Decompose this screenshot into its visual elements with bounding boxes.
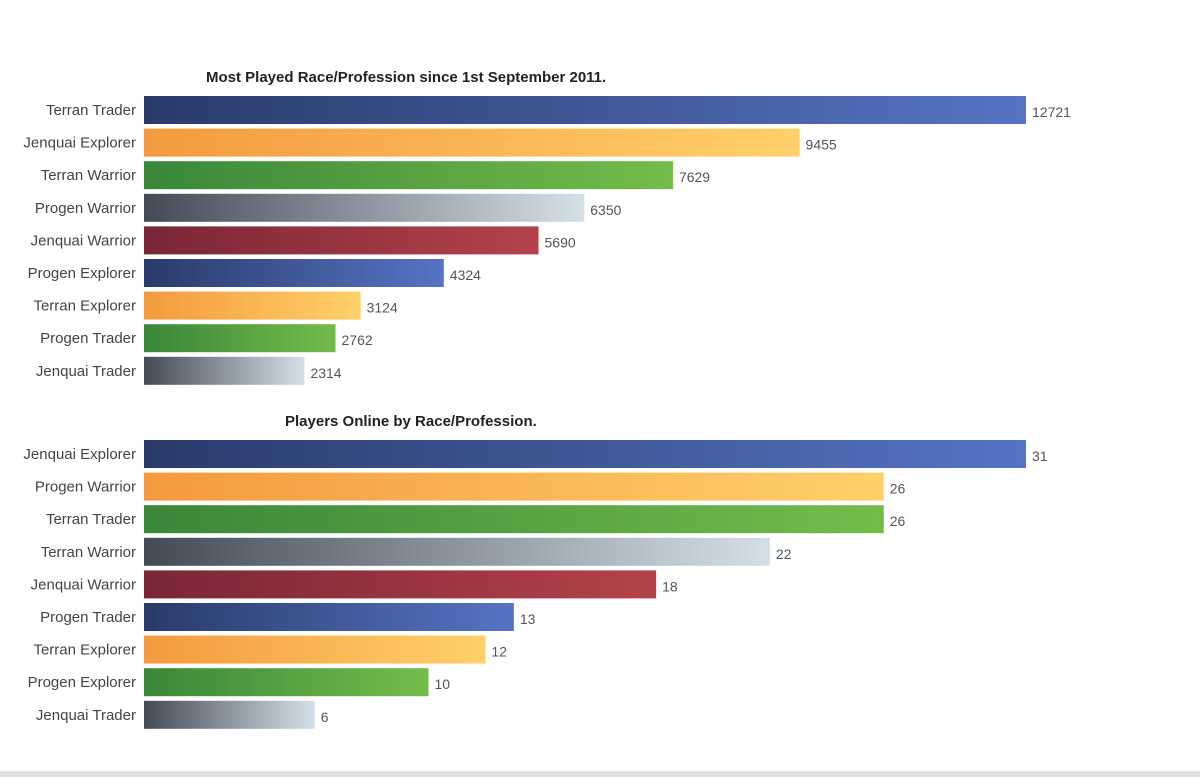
value-label: 31 [1032,448,1048,464]
bar [144,161,673,190]
chart-1-most-played: Terran Trader 12721 Jenquai Explorer 9455 Te… [23,96,1071,385]
category-label: Jenquai Warrior [31,576,136,593]
chart-1-title: Most Played Race/Profession since 1st Se… [206,69,606,86]
value-label: 26 [890,481,906,497]
value-label: 12 [491,644,507,660]
bar [144,324,336,353]
bar [144,96,1026,124]
category-label: Jenquai Warrior [31,232,136,249]
chart-2-title: Players Online by Race/Profession. [285,413,537,430]
category-label: Terran Warrior [41,544,136,561]
bar [144,259,444,287]
category-label: Terran Trader [46,511,136,528]
bar [144,668,429,697]
value-label: 6350 [590,202,621,218]
value-label: 2314 [310,365,341,381]
category-label: Terran Trader [46,102,136,119]
category-label: Jenquai Explorer [23,446,136,463]
category-label: Progen Trader [40,330,136,347]
bar [144,440,1026,468]
value-label: 13 [520,611,536,627]
bar [144,291,361,320]
value-label: 3124 [367,300,398,316]
value-label: 4324 [450,267,481,283]
bar [144,505,884,534]
value-label: 22 [776,546,792,562]
bar [144,226,539,255]
page-edge [0,771,1200,777]
category-label: Progen Explorer [28,674,136,691]
value-label: 9455 [806,137,837,153]
value-label: 5690 [545,234,576,250]
category-label: Progen Warrior [35,200,136,217]
value-label: 7629 [679,169,710,185]
bar [144,537,770,566]
bar [144,472,884,501]
category-label: Progen Explorer [28,265,136,282]
value-label: 2762 [342,332,373,348]
category-label: Progen Warrior [35,479,136,496]
bar [144,128,800,157]
value-label: 6 [321,709,329,725]
category-label: Progen Trader [40,609,136,626]
value-label: 12721 [1032,104,1071,120]
bar [144,193,585,222]
bar [144,603,514,631]
value-label: 18 [662,578,678,594]
value-label: 26 [890,513,906,529]
bar [144,570,657,599]
category-label: Terran Warrior [41,167,136,184]
bar [144,356,305,385]
category-label: Jenquai Trader [36,363,136,380]
category-label: Terran Explorer [33,642,136,659]
category-label: Jenquai Trader [36,707,136,724]
category-label: Jenquai Explorer [23,135,136,152]
bar [144,635,486,664]
bar [144,700,315,729]
chart-2-players-online: Jenquai Explorer 31 Progen Warrior 26 Terran… [23,440,1048,729]
value-label: 10 [435,676,451,692]
category-label: Terran Explorer [33,298,136,315]
